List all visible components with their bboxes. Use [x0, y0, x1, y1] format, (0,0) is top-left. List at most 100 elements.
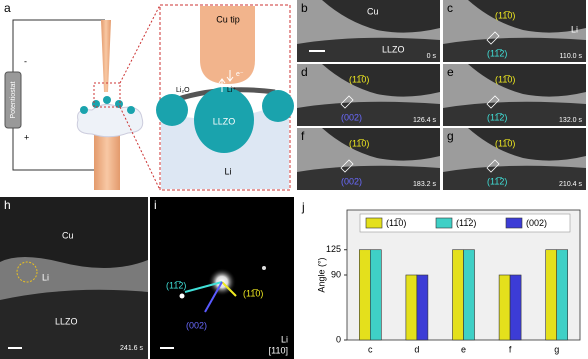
- panel-label: d: [301, 65, 308, 79]
- llzo-region: [443, 101, 586, 126]
- plane-label: (002): [341, 176, 362, 186]
- llzo-label: LLZO: [213, 116, 236, 126]
- cu-region: [0, 197, 148, 269]
- electron-label: e⁻: [236, 71, 244, 78]
- legend-label: (11̅2): [456, 218, 476, 228]
- legend-swatch: [435, 217, 453, 229]
- llzo-particle: [194, 87, 254, 153]
- cu-region: [322, 64, 440, 97]
- bar: [452, 249, 464, 341]
- plane-label: (11̅2): [487, 48, 507, 58]
- time-label: 110.0 s: [560, 53, 583, 60]
- x-tick-label: c: [368, 344, 373, 354]
- selected-area: [16, 261, 38, 283]
- bar: [463, 249, 475, 341]
- minus-sign: -: [24, 56, 27, 66]
- cu-label: Cu: [62, 230, 74, 240]
- plane-label: (11̅0): [349, 138, 369, 148]
- li-label: Li: [281, 334, 288, 344]
- li-outline: [340, 159, 354, 173]
- potentiostat-label: Potentiostat: [10, 81, 17, 118]
- legend-label: (002): [526, 218, 547, 228]
- bar: [509, 274, 522, 341]
- time-label: 0 s: [427, 53, 437, 60]
- zoom-lines: [119, 4, 161, 191]
- time-label: 183.2 s: [413, 181, 436, 188]
- zone-axis: [110]: [269, 345, 288, 355]
- llzo-region: [443, 165, 586, 190]
- panel-label: f: [301, 129, 305, 143]
- llzo-label: LLZO: [382, 44, 405, 54]
- panel-label: b: [301, 1, 308, 15]
- plane-label: (11̅0): [349, 74, 369, 84]
- panel-label: g: [447, 129, 454, 143]
- plane-label: (11̅2): [487, 176, 507, 186]
- tem-panels: b 0 s Cu LLZO c 110.0 s (11̅0) Li (11̅2) d 126.4 s…: [297, 0, 586, 190]
- cu-label: Cu: [367, 6, 379, 16]
- time-label: 210.4 s: [559, 181, 582, 188]
- plane-label: (002): [341, 112, 362, 122]
- li-label: Li: [571, 24, 578, 34]
- cu-region: [468, 64, 586, 97]
- li-outline: [486, 31, 500, 45]
- cu-region: [322, 0, 440, 33]
- cu-region: [322, 128, 440, 161]
- zoom-cu-tip: [200, 6, 255, 84]
- panel-i: i (11̅2) (11̅0) (002) Li [110]: [150, 197, 294, 359]
- y-tick-label: 125: [326, 244, 341, 254]
- panel-label: h: [4, 198, 11, 212]
- circuit-wire: [12, 19, 105, 171]
- time-label: 126.4 s: [413, 117, 436, 124]
- llzo-region: [297, 37, 440, 62]
- tem-panel: f 183.2 s (11̅0) (002): [297, 128, 440, 190]
- bar: [369, 249, 382, 341]
- tem-panel: e 132.0 s (11̅0) (11̅2): [443, 64, 586, 126]
- diffraction-spot: [262, 266, 266, 270]
- bar: [358, 249, 371, 341]
- llzo-region: [297, 101, 440, 126]
- panel-label: i: [154, 198, 157, 212]
- legend-swatch: [365, 217, 383, 229]
- panel-label: j: [301, 200, 305, 214]
- tem-panel: d 126.4 s (11̅0) (002): [297, 64, 440, 126]
- llzo-particles: [80, 96, 135, 114]
- time-label: 241.6 s: [120, 345, 143, 352]
- llzo-particle: [262, 90, 294, 122]
- tem-panel: b 0 s Cu LLZO: [297, 0, 440, 62]
- time-label: 132.0 s: [559, 117, 582, 124]
- cu-region: [468, 0, 586, 33]
- potentiostat: [4, 71, 22, 129]
- plane-label: (11̅2): [487, 112, 507, 122]
- llzo-region: [443, 37, 586, 62]
- vector-002: [204, 281, 223, 313]
- electron-arrow: [226, 70, 234, 82]
- plane-label: (11̅0): [495, 10, 515, 20]
- cu-tip: [101, 20, 111, 92]
- bar: [498, 274, 511, 341]
- y-axis-label: Angle (°): [316, 257, 326, 292]
- bar: [416, 274, 429, 341]
- panel-label: a: [4, 1, 11, 15]
- plane-label: (11̅2): [166, 280, 186, 290]
- bar: [405, 274, 418, 341]
- tem-panel: g 210.4 s (11̅0) (11̅2): [443, 128, 586, 190]
- panel-label: c: [447, 1, 453, 15]
- li-ion-label: Li⁺: [227, 87, 236, 94]
- plane-label: (11̅0): [495, 74, 515, 84]
- legend-swatch: [505, 217, 523, 229]
- plane-label: (11̅0): [495, 138, 515, 148]
- li-label: Li: [224, 166, 231, 176]
- llzo-cloud: [76, 104, 144, 138]
- panel-h: h Cu Li LLZO 241.6 s: [0, 197, 148, 359]
- llzo-region: [297, 165, 440, 190]
- legend-label: (11̅0): [386, 218, 406, 228]
- x-tick-label: g: [554, 344, 559, 354]
- y-tick-label: 90: [331, 269, 341, 279]
- diffraction-spot: [179, 293, 185, 299]
- llzo-particle: [156, 94, 188, 126]
- zoom-box: [93, 82, 121, 108]
- li-outline: [486, 159, 500, 173]
- tem-panel: c 110.0 s (11̅0) Li (11̅2): [443, 0, 586, 62]
- llzo-label: LLZO: [55, 316, 78, 326]
